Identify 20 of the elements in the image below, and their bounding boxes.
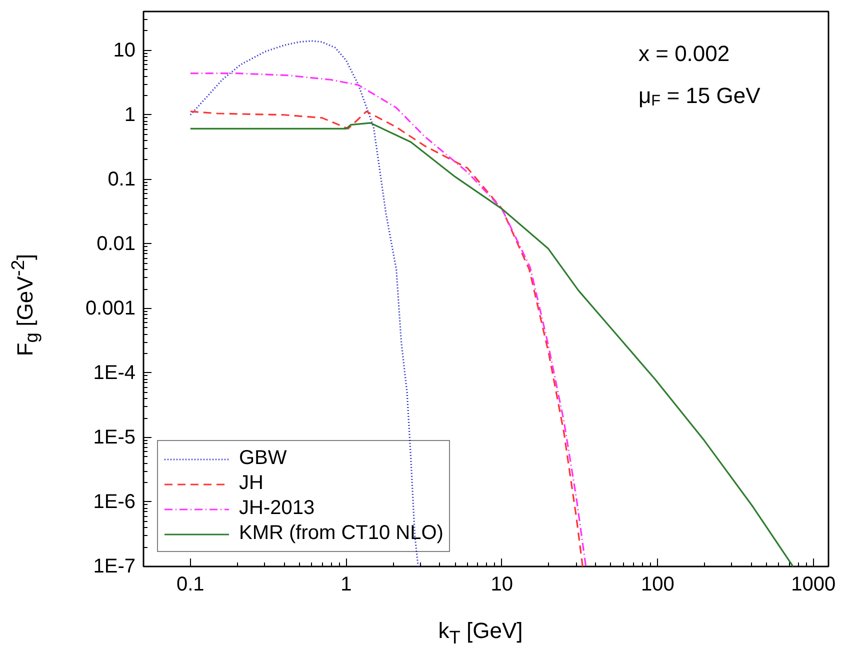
annotation: x = 0.002 [638, 41, 730, 66]
legend-label: GBW [239, 447, 287, 470]
legend-label: KMR (from CT10 NLO) [239, 522, 444, 545]
x-axis-title: k$_{T}$ [GeV] [438, 617, 523, 650]
y-tick-label: 1E-5 [93, 426, 136, 448]
x-tick-label: 1000 [791, 574, 836, 596]
x-tick-label: 100 [640, 574, 674, 596]
y-tick-label: 1 [124, 104, 136, 126]
y-tick-label: 0.01 [96, 232, 136, 255]
legend-label: JH-2013 [239, 497, 315, 520]
y-tick-label: 10 [113, 39, 136, 62]
y-tick-label: 0.001 [85, 297, 136, 320]
x-tick-label: 1 [340, 574, 352, 596]
y-tick-label: 1E-7 [93, 556, 136, 578]
y-tick-label: 0.1 [108, 168, 136, 190]
y-tick-label: 1E-6 [93, 490, 136, 513]
y-tick-label: 1E-4 [93, 362, 136, 384]
x-tick-label: 0.1 [176, 574, 204, 596]
x-tick-label: 10 [490, 574, 514, 596]
legend-label: JH [239, 472, 264, 495]
